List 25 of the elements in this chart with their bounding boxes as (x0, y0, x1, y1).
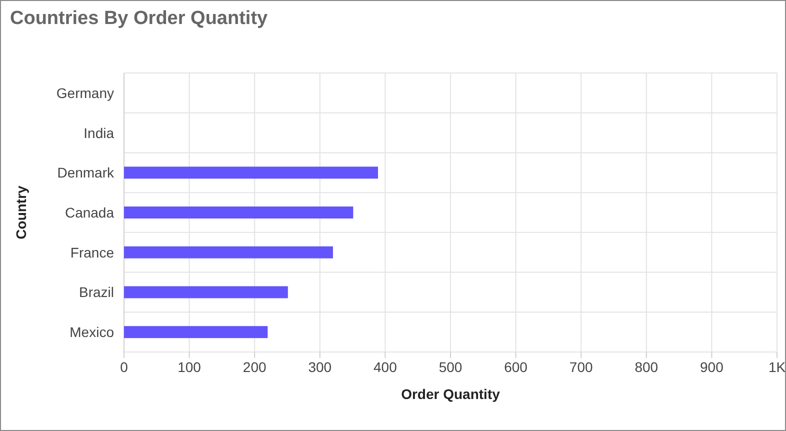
bar (124, 286, 288, 298)
y-tick-label: Denmark (57, 164, 115, 181)
y-tick-label: India (84, 124, 114, 141)
y-axis-title: Country (13, 185, 29, 240)
x-tick-label: 0 (120, 359, 128, 375)
chart-title: Countries By Order Quantity (10, 8, 268, 29)
y-tick-label: Canada (64, 204, 114, 220)
x-tick-label: 800 (634, 359, 658, 375)
x-tick-label: 900 (700, 359, 724, 375)
y-tick-label: France (70, 244, 114, 260)
bar (124, 326, 268, 338)
bar (124, 206, 354, 218)
bar (124, 166, 378, 179)
y-tick-label: Mexico (70, 324, 114, 340)
y-tick-label: Brazil (78, 284, 114, 300)
x-tick-label: 700 (569, 359, 593, 375)
x-tick-label: 200 (242, 359, 266, 375)
x-axis-title: Order Quantity (401, 386, 500, 402)
y-tick-label: Germany (56, 84, 114, 101)
x-tick-label: 400 (374, 359, 398, 375)
bar (124, 246, 333, 258)
x-tick-label: 600 (504, 359, 528, 375)
x-tick-label: 500 (438, 359, 462, 375)
x-tick-label: 300 (308, 359, 332, 375)
x-tick-label: 100 (178, 359, 202, 375)
